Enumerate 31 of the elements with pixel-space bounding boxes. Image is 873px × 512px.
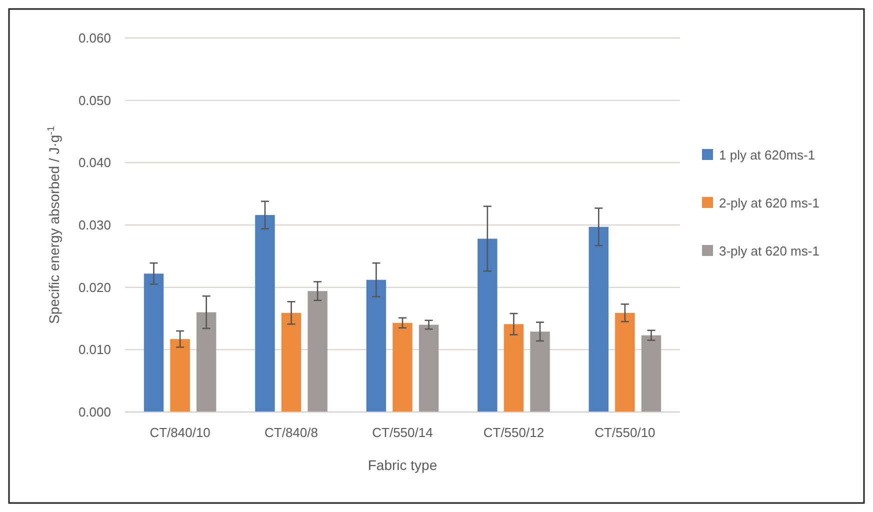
bar bbox=[615, 312, 635, 412]
legend-label: 2-ply at 620 ms-1 bbox=[719, 196, 820, 211]
bar bbox=[308, 291, 328, 412]
y-tick-label: 0.060 bbox=[78, 30, 111, 46]
x-axis-title: Fabric type bbox=[368, 457, 438, 473]
x-tick-label: CT/840/10 bbox=[150, 425, 210, 440]
x-tick-label: CT/550/10 bbox=[594, 425, 656, 440]
bar bbox=[196, 312, 216, 412]
bar bbox=[504, 324, 524, 412]
bar bbox=[392, 322, 412, 412]
x-tick-label: CT/550/14 bbox=[372, 425, 433, 440]
bar bbox=[144, 274, 164, 412]
bar bbox=[641, 335, 662, 412]
y-tick-label: 0.010 bbox=[78, 342, 111, 358]
legend-label: 3-ply at 620 ms-1 bbox=[719, 244, 820, 259]
bar bbox=[418, 324, 439, 412]
bar bbox=[170, 339, 190, 412]
bar bbox=[255, 215, 275, 412]
x-tick-label: CT/550/12 bbox=[483, 425, 544, 440]
y-tick-label: 0.000 bbox=[78, 404, 111, 420]
y-tick-label: 0.040 bbox=[78, 155, 111, 170]
y-tick-label: 0.020 bbox=[78, 280, 111, 295]
y-tick-label: 0.050 bbox=[78, 92, 111, 108]
y-tick-label: 0.030 bbox=[78, 218, 111, 233]
x-tick-label: CT/840/8 bbox=[264, 425, 318, 440]
bar bbox=[478, 238, 498, 412]
bar bbox=[281, 312, 302, 412]
bar bbox=[588, 226, 609, 412]
bar bbox=[530, 332, 550, 412]
bar bbox=[366, 280, 386, 412]
legend-label: 1 ply at 620ms-1 bbox=[719, 148, 816, 163]
